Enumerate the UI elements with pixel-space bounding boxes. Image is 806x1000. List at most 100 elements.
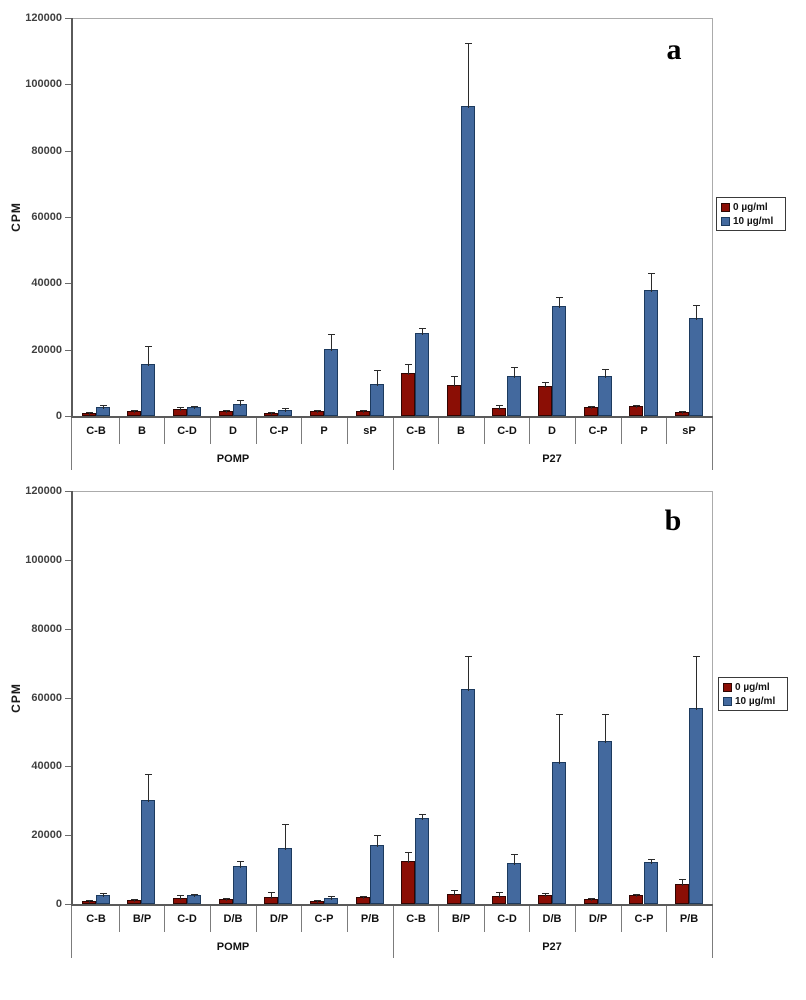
category-label: C-P: [588, 425, 608, 437]
error-bar-cap: [693, 656, 700, 657]
error-bar-line: [559, 297, 560, 308]
category-label: C-B: [406, 425, 426, 437]
legend-entry: 0 µg/ml: [723, 682, 785, 693]
error-bar-cap: [588, 898, 595, 899]
error-bar-line: [194, 406, 195, 409]
error-bar-line: [682, 411, 683, 414]
error-bar-line: [422, 328, 423, 335]
error-bar-line: [696, 656, 697, 710]
error-bar-line: [285, 824, 286, 850]
error-bar-cap: [223, 898, 230, 899]
category-divider: [666, 418, 667, 444]
y-tick-mark: [65, 835, 71, 836]
error-bar-line: [559, 714, 560, 764]
x-axis-line: [71, 904, 713, 906]
error-bar-line: [317, 900, 318, 903]
error-bar-cap: [496, 405, 503, 406]
plot-border-top: [73, 491, 712, 492]
category-label: C-P: [269, 425, 289, 437]
plot-border-right: [712, 18, 713, 416]
error-bar-line: [226, 898, 227, 901]
error-bar-cap: [602, 714, 609, 715]
error-bar-cap: [100, 893, 107, 894]
error-bar-cap: [451, 890, 458, 891]
legend-entry: 10 µg/ml: [721, 216, 783, 227]
category-divider: [164, 906, 165, 932]
error-bar-cap: [496, 892, 503, 893]
error-bar-cap: [556, 297, 563, 298]
error-bar-line: [285, 408, 286, 412]
y-tick-label: 0: [55, 410, 62, 422]
error-bar-line: [454, 890, 455, 896]
error-bar-line: [651, 859, 652, 864]
series-1-swatch-icon: [723, 697, 732, 706]
y-tick-label: 120000: [25, 485, 62, 497]
category-label: C-P: [314, 913, 334, 925]
category-label: C-D: [177, 913, 197, 925]
category-divider: [256, 906, 257, 932]
error-bar-line: [89, 900, 90, 903]
bar-b-10-s1: [552, 762, 566, 904]
category-label: C-B: [406, 913, 426, 925]
error-bar-cap: [633, 894, 640, 895]
category-divider: [438, 906, 439, 932]
bar-b-13-s0: [675, 884, 689, 904]
category-label: C-B: [86, 425, 106, 437]
y-tick-label: 20000: [31, 829, 62, 841]
error-bar-cap: [465, 656, 472, 657]
error-bar-cap: [451, 376, 458, 377]
error-bar-cap: [693, 305, 700, 306]
error-bar-cap: [177, 407, 184, 408]
error-bar-line: [134, 899, 135, 902]
category-divider: [393, 418, 394, 470]
category-divider: [621, 906, 622, 932]
error-bar-line: [514, 854, 515, 865]
category-divider: [712, 906, 713, 958]
error-bar-cap: [131, 899, 138, 900]
y-tick-label: 80000: [31, 145, 62, 157]
error-bar-cap: [145, 346, 152, 347]
category-divider: [575, 906, 576, 932]
y-tick-mark: [65, 84, 71, 85]
error-bar-line: [651, 273, 652, 292]
legend-b: 0 µg/ml 10 µg/ml: [718, 677, 788, 711]
error-bar-cap: [465, 43, 472, 44]
category-divider: [621, 418, 622, 444]
error-bar-line: [194, 894, 195, 897]
category-label: sP: [682, 425, 696, 437]
error-bar-cap: [679, 879, 686, 880]
y-axis-line: [71, 18, 73, 416]
error-bar-line: [134, 410, 135, 413]
error-bar-line: [422, 814, 423, 820]
error-bar-line: [408, 364, 409, 375]
series-0-swatch-icon: [723, 683, 732, 692]
y-tick-mark: [65, 904, 71, 905]
y-tick-label: 120000: [25, 12, 62, 24]
error-bar-cap: [542, 893, 549, 894]
y-tick-label: 80000: [31, 623, 62, 635]
y-tick-label: 40000: [31, 760, 62, 772]
error-bar-line: [89, 412, 90, 415]
category-divider: [484, 906, 485, 932]
category-label: D: [229, 425, 237, 437]
error-bar-line: [271, 412, 272, 415]
panel-letter-a: a: [666, 33, 682, 66]
y-tick-mark: [65, 766, 71, 767]
category-label: sP: [363, 425, 377, 437]
category-divider: [393, 906, 394, 958]
error-bar-line: [363, 410, 364, 413]
error-bar-cap: [633, 405, 640, 406]
category-label: P: [320, 425, 328, 437]
error-bar-line: [499, 405, 500, 410]
error-bar-cap: [648, 273, 655, 274]
category-label: P/B: [679, 913, 699, 925]
category-label: C-D: [497, 425, 517, 437]
bar-b-4-s1: [278, 848, 292, 904]
error-bar-line: [331, 334, 332, 351]
bar-b-3-s1: [233, 866, 247, 904]
category-divider: [210, 906, 211, 932]
error-bar-cap: [282, 824, 289, 825]
category-label: C-D: [497, 913, 517, 925]
error-bar-line: [377, 370, 378, 386]
